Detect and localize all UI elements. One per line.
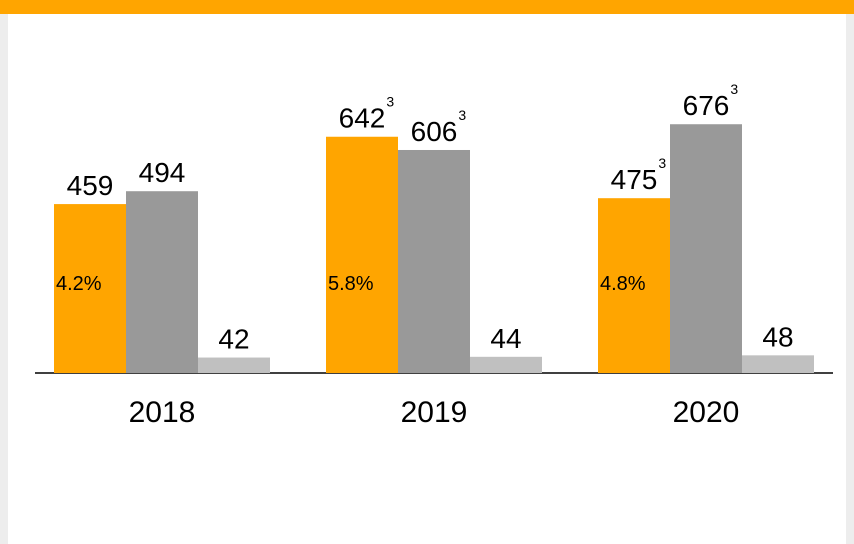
value-label: 642 [339, 103, 386, 134]
bar [198, 357, 270, 373]
bar [670, 124, 742, 374]
value-label: 48 [762, 321, 793, 352]
share-label: 4.8% [600, 273, 646, 295]
value-label: 494 [139, 157, 186, 188]
footnote-mark: 3 [730, 81, 738, 97]
bar [598, 198, 670, 373]
x-tick-label: 2018 [129, 396, 196, 429]
x-tick-label: 2019 [401, 396, 468, 429]
value-label: 42 [218, 324, 249, 355]
top-banner [0, 0, 854, 14]
footnote-mark: 3 [658, 155, 666, 171]
share-label: 5.8% [328, 273, 374, 295]
bar [326, 136, 398, 373]
bar [742, 355, 814, 373]
x-tick-label: 2020 [673, 396, 740, 429]
value-label: 44 [490, 323, 521, 354]
footnote-mark: 3 [458, 107, 466, 123]
bar [470, 356, 542, 373]
value-label: 459 [67, 170, 114, 201]
share-label: 4.2% [56, 273, 102, 295]
value-label: 676 [683, 90, 730, 121]
value-label: 475 [611, 164, 658, 195]
bar [126, 191, 198, 373]
bar [54, 204, 126, 373]
value-label: 606 [411, 116, 458, 147]
footnote-mark: 3 [386, 94, 394, 110]
bar [398, 149, 470, 373]
